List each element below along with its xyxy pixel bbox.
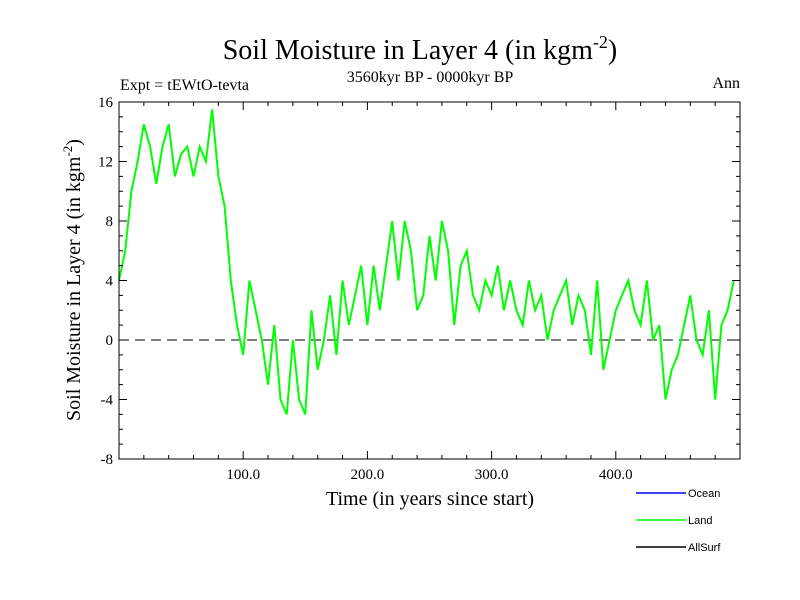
x-tick-label: 300.0: [475, 467, 509, 483]
legend: Ocean Land AllSurf: [636, 488, 721, 554]
y-tick-label: 0: [106, 333, 114, 349]
y-tick-label: 8: [106, 214, 114, 230]
y-tick-label: 12: [98, 155, 113, 171]
x-tick-label: 200.0: [351, 467, 385, 483]
y-axis-label: Soil Moisture in Layer 4 (in kgm-2): [60, 139, 85, 421]
chart-title: Soil Moisture in Layer 4 (in kgm-2): [223, 32, 618, 66]
y-tick-label: 16: [98, 95, 114, 111]
x-tick-label: 400.0: [599, 467, 633, 483]
x-axis-label: Time (in years since start): [326, 488, 534, 510]
y-tick-label: -4: [101, 393, 114, 409]
legend-label-ocean: Ocean: [688, 488, 720, 500]
y-tick-label: 4: [106, 274, 114, 290]
x-tick-label: 100.0: [226, 467, 260, 483]
y-tick-label: -8: [101, 452, 114, 468]
chart-subtitle: 3560kyr BP - 0000kyr BP: [347, 69, 514, 86]
experiment-label: Expt = tEWtO-tevta: [120, 77, 249, 94]
series-line-land: [118, 109, 735, 415]
legend-label-allsurf: AllSurf: [688, 542, 721, 554]
axis-ticks: 100.0 200.0 300.0 400.0 -8 -4 0 4 8 12 16: [98, 95, 740, 483]
legend-label-land: Land: [688, 515, 712, 527]
season-label: Ann: [712, 75, 740, 92]
